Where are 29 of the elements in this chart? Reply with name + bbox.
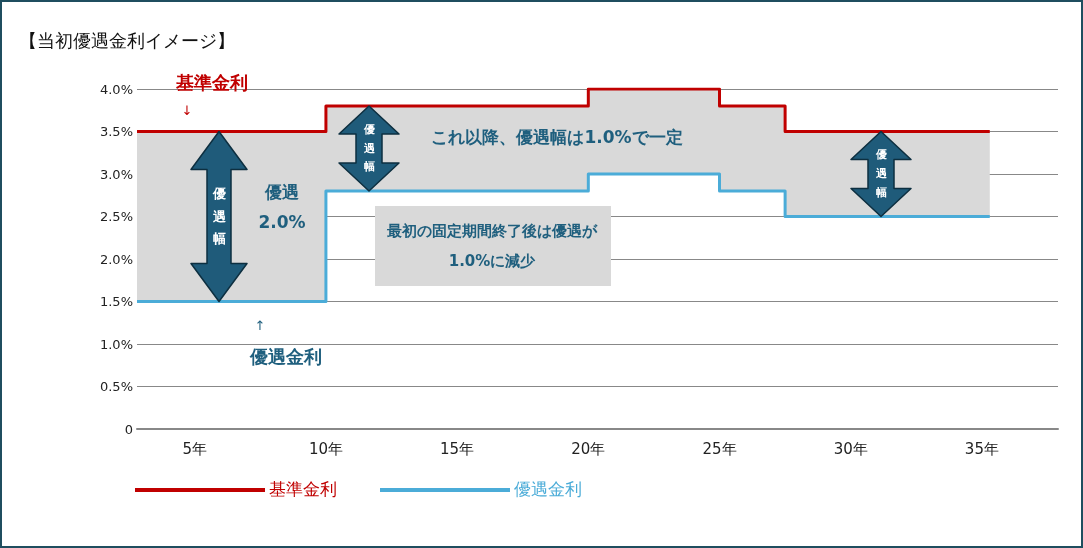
text: 優遇金利 — [514, 479, 582, 499]
x-tick-label: 25年 — [702, 439, 737, 458]
y-tick-label: 0 — [124, 421, 133, 437]
annotation: 基準金利 — [175, 71, 248, 93]
x-tick-label: 20年 — [571, 439, 606, 458]
annotation: 最初の固定期間終了後は優遇が 1.0%に減少 — [386, 222, 598, 270]
annotation: 優遇幅 — [362, 122, 375, 174]
chart-title: 【当初優遇金利イメージ】 — [19, 29, 235, 51]
x-tick-label: 10年 — [308, 439, 343, 458]
text: 基準金利 — [269, 479, 337, 499]
annotation: 優遇幅 — [874, 148, 887, 199]
x-tick-label: 15年 — [440, 439, 475, 458]
annotation: 優遇金利 — [249, 345, 322, 367]
x-tick-label: 35年 — [964, 439, 999, 458]
annotation: ↑ — [254, 317, 266, 333]
y-tick-label: 3.5% — [99, 124, 133, 139]
y-tick-label: 1.0% — [99, 336, 133, 352]
annotation: 優遇 2.0% — [258, 182, 306, 232]
annotation: 優遇幅 — [211, 185, 227, 246]
annotation: ↓ — [181, 102, 193, 118]
x-tick-label: 5年 — [182, 439, 207, 458]
y-tick-label: 2.5% — [99, 209, 133, 224]
y-tick-label: 3.0% — [99, 166, 133, 182]
y-tick-label: 4.0% — [99, 81, 133, 97]
annotation: これ以降、優遇幅は1.0%で一定 — [431, 127, 683, 147]
y-tick-label: 2.0% — [99, 251, 133, 267]
x-tick-label: 30年 — [833, 439, 868, 458]
y-tick-label: 0.5% — [99, 379, 133, 394]
y-tick-label: 1.5% — [99, 294, 133, 309]
